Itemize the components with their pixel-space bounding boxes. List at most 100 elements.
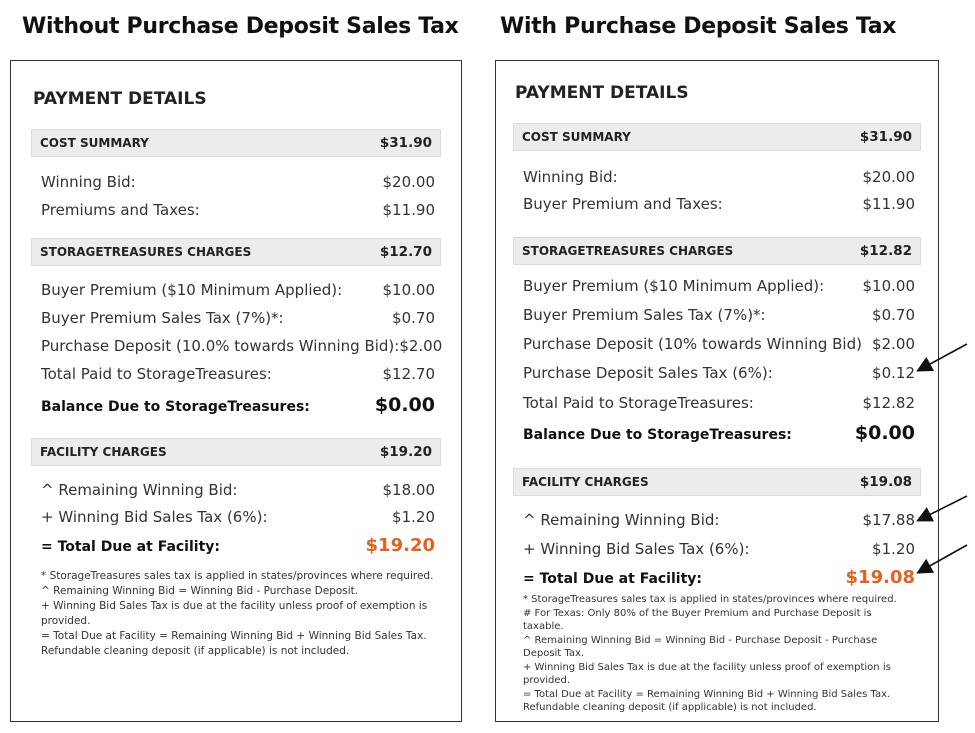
balance-value: $0.00 — [374, 394, 435, 416]
total-due-label: = Total Due at Facility: — [523, 571, 702, 587]
facility-charges-label: FACILITY CHARGES — [522, 475, 649, 489]
st-row: Total Paid to StorageTreasures: $12.70 — [41, 365, 435, 383]
row-value: $20.00 — [382, 173, 436, 191]
row-value: $12.70 — [382, 365, 436, 383]
footnote-line: Refundable cleaning deposit (if applicab… — [41, 645, 350, 657]
footnote-line: + Winning Bid Sales Tax is due at the fa… — [41, 600, 428, 612]
row-value: $1.20 — [392, 508, 435, 526]
row-label: ^ Remaining Winning Bid: — [41, 481, 238, 499]
storagetreasures-charges-bar: STORAGETREASURES CHARGES $12.70 — [31, 238, 441, 266]
right-payment-panel: PAYMENT DETAILS COST SUMMARY $31.90 Winn… — [495, 60, 939, 722]
balance-value: $0.00 — [854, 422, 915, 444]
row-label: Purchase Deposit (10% towards Winning Bi… — [523, 335, 862, 353]
balance-label: Balance Due to StorageTreasures: — [41, 399, 310, 415]
footnote-line: Refundable cleaning deposit (if applicab… — [523, 702, 817, 713]
cost-summary-bar: COST SUMMARY $31.90 — [31, 129, 441, 157]
row-label: + Winning Bid Sales Tax (6%): — [523, 540, 750, 558]
footnotes: * StorageTreasures sales tax is applied … — [41, 569, 435, 659]
st-charges-amount: $12.82 — [859, 243, 912, 259]
payment-details-title: PAYMENT DETAILS — [515, 83, 689, 103]
cost-summary-bar: COST SUMMARY $31.90 — [513, 123, 921, 151]
arrow-total-due-icon — [916, 544, 968, 574]
st-row: Purchase Deposit (10% towards Winning Bi… — [523, 335, 915, 353]
footnote-line: * StorageTreasures sales tax is applied … — [523, 594, 897, 605]
row-value: $18.00 — [382, 481, 436, 499]
row-value: $11.90 — [382, 201, 436, 219]
row-value: $11.90 — [862, 195, 916, 213]
footnote-line: # For Texas: Only 80% of the Buyer Premi… — [523, 607, 872, 619]
row-label: Buyer Premium ($10 Minimum Applied): — [523, 277, 825, 295]
right-heading: With Purchase Deposit Sales Tax — [500, 14, 897, 39]
st-row: Buyer Premium Sales Tax (7%)*: $0.70 — [41, 309, 435, 327]
row-value: $20.00 — [862, 168, 916, 186]
footnote-line: provided. — [41, 615, 91, 627]
row-label: Purchase Deposit Sales Tax (6%): — [523, 364, 773, 382]
facility-row: ^ Remaining Winning Bid: $17.88 — [523, 511, 915, 529]
row-label: Total Paid to StorageTreasures: — [523, 394, 754, 412]
total-due-row: = Total Due at Facility: $19.20 — [41, 535, 435, 556]
cost-row: Premiums and Taxes: $11.90 — [41, 201, 435, 219]
row-value: $17.88 — [862, 511, 916, 529]
annotation-arrows — [916, 343, 968, 574]
row-label: Purchase Deposit (10.0% towards Winning … — [41, 337, 400, 355]
row-value: $10.00 — [382, 281, 436, 299]
row-label: ^ Remaining Winning Bid: — [523, 511, 720, 529]
footnote-line: provided. — [523, 675, 571, 686]
left-heading: Without Purchase Deposit Sales Tax — [22, 14, 459, 39]
st-row: Buyer Premium ($10 Minimum Applied): $10… — [523, 277, 915, 295]
row-label: Buyer Premium ($10 Minimum Applied): — [41, 281, 343, 299]
cost-row: Winning Bid: $20.00 — [41, 173, 435, 191]
row-label: Winning Bid: — [41, 173, 136, 191]
st-row: Buyer Premium ($10 Minimum Applied): $10… — [41, 281, 435, 299]
storagetreasures-charges-bar: STORAGETREASURES CHARGES $12.82 — [513, 237, 921, 265]
row-value: $0.70 — [872, 306, 915, 324]
facility-row: ^ Remaining Winning Bid: $18.00 — [41, 481, 435, 499]
left-payment-panel: PAYMENT DETAILS COST SUMMARY $31.90 Winn… — [10, 60, 462, 722]
footnote-line: ^ Remaining Winning Bid = Winning Bid - … — [41, 585, 359, 597]
facility-row: + Winning Bid Sales Tax (6%): $1.20 — [523, 540, 915, 558]
footnotes: * StorageTreasures sales tax is applied … — [523, 593, 915, 715]
row-label: Buyer Premium Sales Tax (7%)*: — [41, 309, 284, 327]
balance-row: Balance Due to StorageTreasures: $0.00 — [523, 422, 915, 444]
row-value: $12.82 — [862, 394, 916, 412]
footnote-line: Deposit Tax. — [523, 648, 585, 659]
row-value: $2.00 — [872, 335, 915, 353]
payment-details-title: PAYMENT DETAILS — [33, 89, 207, 109]
row-value: $1.20 — [872, 540, 915, 558]
balance-row: Balance Due to StorageTreasures: $0.00 — [41, 394, 435, 416]
cost-summary-label: COST SUMMARY — [40, 136, 149, 150]
total-due-label: = Total Due at Facility: — [41, 539, 220, 555]
row-label: + Winning Bid Sales Tax (6%): — [41, 508, 268, 526]
facility-row: + Winning Bid Sales Tax (6%): $1.20 — [41, 508, 435, 526]
st-row: Purchase Deposit (10.0% towards Winning … — [41, 337, 442, 355]
st-charges-amount: $12.70 — [379, 244, 432, 260]
row-value: $2.00 — [399, 337, 443, 355]
cost-row: Buyer Premium and Taxes: $11.90 — [523, 195, 915, 213]
total-due-row: = Total Due at Facility: $19.08 — [523, 567, 915, 588]
footnote-line: + Winning Bid Sales Tax is due at the fa… — [523, 661, 891, 673]
facility-charges-label: FACILITY CHARGES — [40, 445, 167, 459]
arrow-deposit-tax-icon — [916, 343, 968, 372]
total-due-value: $19.08 — [845, 567, 915, 588]
facility-charges-bar: FACILITY CHARGES $19.20 — [31, 438, 441, 466]
row-value: $0.70 — [392, 309, 435, 327]
footnote-line: taxable. — [523, 621, 564, 632]
footnote-line: * StorageTreasures sales tax is applied … — [41, 570, 434, 582]
row-label: Buyer Premium and Taxes: — [523, 195, 723, 213]
facility-charges-bar: FACILITY CHARGES $19.08 — [513, 468, 921, 496]
facility-charges-amount: $19.20 — [379, 444, 432, 460]
row-label: Winning Bid: — [523, 168, 618, 186]
footnote-line: ^ Remaining Winning Bid = Winning Bid - … — [523, 634, 878, 646]
row-value: $10.00 — [862, 277, 916, 295]
st-row: Buyer Premium Sales Tax (7%)*: $0.70 — [523, 306, 915, 324]
st-row: Purchase Deposit Sales Tax (6%): $0.12 — [523, 364, 915, 382]
footnote-line: = Total Due at Facility = Remaining Winn… — [523, 688, 891, 700]
balance-label: Balance Due to StorageTreasures: — [523, 427, 792, 443]
footnote-line: = Total Due at Facility = Remaining Winn… — [41, 630, 427, 642]
facility-charges-amount: $19.08 — [859, 474, 912, 490]
cost-summary-amount: $31.90 — [379, 135, 432, 151]
row-label: Buyer Premium Sales Tax (7%)*: — [523, 306, 766, 324]
row-value: $0.12 — [872, 364, 915, 382]
cost-summary-label: COST SUMMARY — [522, 130, 631, 144]
cost-row: Winning Bid: $20.00 — [523, 168, 915, 186]
